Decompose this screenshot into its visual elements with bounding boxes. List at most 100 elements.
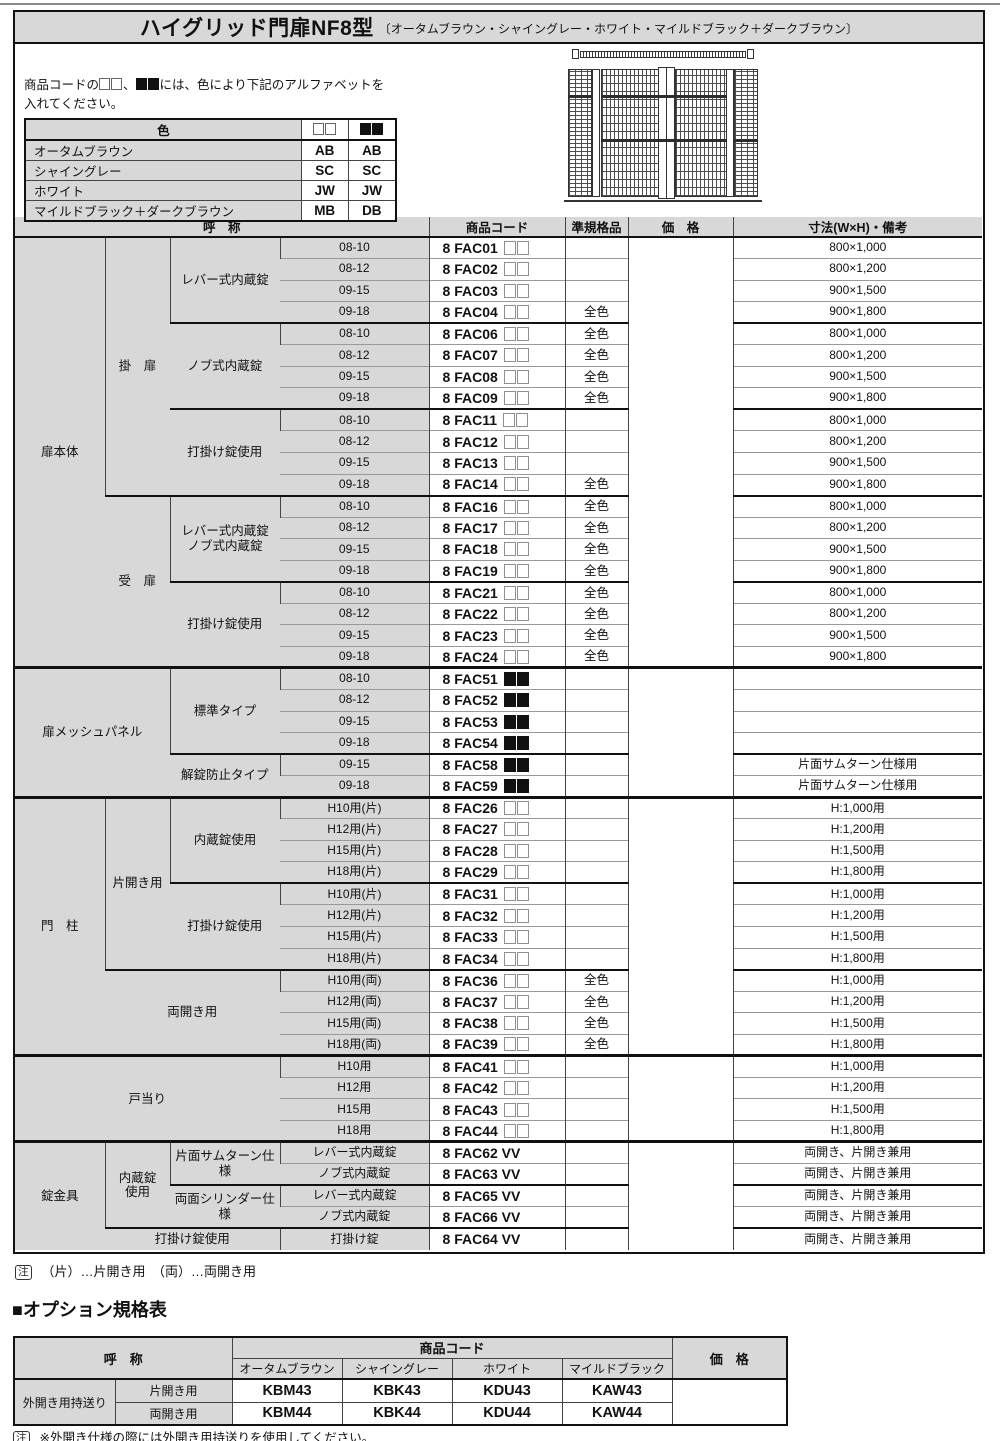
product-code: 8 FAC09 (428, 387, 566, 410)
product-code-text: 8 FAC42 (442, 1080, 498, 1097)
option-note-text: ※外開き仕様の際には外開き用持送りを使用してください。 (39, 1431, 375, 1441)
option-product-code: KAW44 (561, 1401, 673, 1426)
gate-plan-hinge (747, 49, 754, 59)
dimension-note: 900×1,800 (732, 645, 983, 668)
dimension-note: 900×1,500 (732, 451, 983, 475)
spec-color-badge: 全色 (564, 968, 629, 992)
product-code: 8 FAC11 (428, 408, 566, 431)
product-code: 8 FAC19 (428, 559, 566, 582)
table-row: 受 扉レバー式内蔵錠 ノブ式内蔵錠 08-10 8 FAC16 全色 800×1,000 (15, 494, 983, 668)
option-color-header: オータムブラウン (231, 1357, 343, 1380)
dimension-note: 900×1,500 (732, 538, 983, 561)
price-cell (627, 236, 734, 668)
product-code: 8 FAC27 (428, 818, 566, 841)
open-squares-icon (503, 304, 530, 320)
product-code: 8 FAC33 (428, 926, 566, 949)
category-label: 扉メッシュパネル (15, 666, 170, 798)
table-row: 08-12 8 FAC52 (15, 688, 983, 712)
product-code-text: 8 FAC36 (442, 972, 498, 989)
column-header: 寸法(W×H)・備考 (732, 217, 983, 238)
open-squares-icon (503, 1059, 530, 1075)
page-title-colors: 〔オータムブラウン・シャイングレー・ホワイト・マイルドブラック＋ダークブラウン〕 (378, 22, 859, 36)
table-row: H15用(片) 8 FAC28 H:1,500用 (15, 839, 983, 862)
note-text: 入れてください。 (24, 97, 124, 112)
category-label: 両面シリンダー仕様 (170, 1184, 280, 1229)
product-code: 8 FAC02 (428, 258, 566, 281)
product-code-text: 8 FAC31 (442, 886, 498, 903)
size-label: H10用 (279, 1054, 430, 1078)
gate-rail (734, 139, 758, 142)
product-code: 8 FAC62 VV (428, 1140, 566, 1164)
product-code-text: 8 FAC14 (442, 476, 498, 493)
product-code-text: 8 FAC33 (442, 929, 498, 946)
dimension-note: 900×1,500 (732, 624, 983, 647)
size-label: ノブ式内蔵錠 (280, 1163, 430, 1186)
size-label: 08-10 (279, 236, 430, 259)
main-table: 呼 称商品コード 準規格品価 格寸法(W×H)・備考 扉本体掛 扉レバー式内蔵錠 0… (15, 217, 983, 1250)
column-header: 呼 称 (15, 217, 430, 238)
product-code-text: 8 FAC02 (442, 261, 498, 278)
table-row: 扉メッシュパネル 標準タイプ 08-10 8 FAC51 (15, 666, 983, 798)
dimension-note: H:1,800用 (732, 1119, 983, 1142)
gate-rail (601, 139, 727, 142)
product-code: 8 FAC13 (428, 451, 566, 475)
spec-color-badge (564, 279, 629, 302)
product-code-text: 8 FAC39 (442, 1036, 498, 1053)
product-code: 8 FAC54 (428, 732, 566, 755)
product-code-text: 8 FAC37 (442, 993, 498, 1010)
product-code: 8 FAC03 (428, 279, 566, 302)
spec-color-badge: 全色 (564, 559, 629, 582)
spec-color-badge (564, 1098, 629, 1121)
size-label: 08-12 (280, 688, 430, 712)
product-code: 8 FAC07 (428, 344, 566, 367)
open-squares-icon (503, 929, 530, 945)
open-squares-icon (503, 1080, 530, 1096)
open-squares-icon (503, 864, 530, 880)
product-code: 8 FAC37 (428, 990, 566, 1013)
table-row: 09-15 8 FAC03 900×1,500 (15, 279, 983, 302)
spec-color-badge: 全色 (564, 624, 629, 647)
size-label: H12用(片) (280, 904, 430, 927)
gate-left-post (568, 69, 592, 197)
product-code: 8 FAC53 (428, 710, 566, 733)
table-row: 打掛け錠使用 打掛け錠 8 FAC64 VV 両開き、片開き兼用 (15, 1227, 983, 1250)
open-squares-icon (503, 606, 530, 622)
size-label: ノブ式内蔵錠 (280, 1206, 430, 1229)
size-label: 09-18 (280, 301, 430, 324)
size-label: 09-15 (280, 451, 430, 475)
open-squares-icon (503, 499, 530, 515)
open-squares-icon (503, 369, 530, 385)
table-row: 09-18 8 FAC19 全色 900×1,800 (15, 559, 983, 582)
product-code: 8 FAC32 (428, 904, 566, 927)
open-squares-icon (503, 520, 530, 536)
spec-color-badge (564, 775, 629, 798)
open-squares-icon (503, 1015, 530, 1031)
open-squares-icon (503, 283, 530, 299)
table-row: 08-12 8 FAC02 800×1,200 (15, 258, 983, 281)
filled-squares-icon (503, 735, 530, 751)
dimension-note: 800×1,000 (732, 408, 983, 431)
dimension-note (732, 710, 983, 733)
product-code-text: 8 FAC06 (442, 326, 498, 343)
category-label: 掛 扉 (104, 236, 170, 496)
spec-color-badge (564, 904, 629, 927)
filled-squares-icon (347, 118, 397, 141)
spec-color-badge (564, 451, 629, 475)
open-squares-icon (503, 628, 530, 644)
product-code: 8 FAC59 (428, 775, 566, 798)
category-label: 受 扉 (105, 494, 170, 668)
option-color-header: ホワイト (451, 1357, 563, 1380)
category-label: 標準タイプ (169, 666, 280, 755)
product-code: 8 FAC64 VV (428, 1227, 566, 1250)
category-label: 両開き用 (105, 968, 280, 1056)
product-code: 8 FAC51 (428, 666, 566, 690)
option-product-code: KBM44 (231, 1401, 343, 1426)
category-label: 片面サムターン仕様 (169, 1140, 280, 1186)
size-label: H10用(片) (279, 882, 430, 905)
color-code-filled: AB (347, 139, 397, 161)
product-code: 8 FAC63 VV (428, 1163, 566, 1186)
option-header-price: 価 格 (671, 1336, 788, 1380)
dimension-note: 両開き、片開き兼用 (732, 1140, 983, 1164)
dimension-note: H:1,500用 (732, 839, 983, 862)
